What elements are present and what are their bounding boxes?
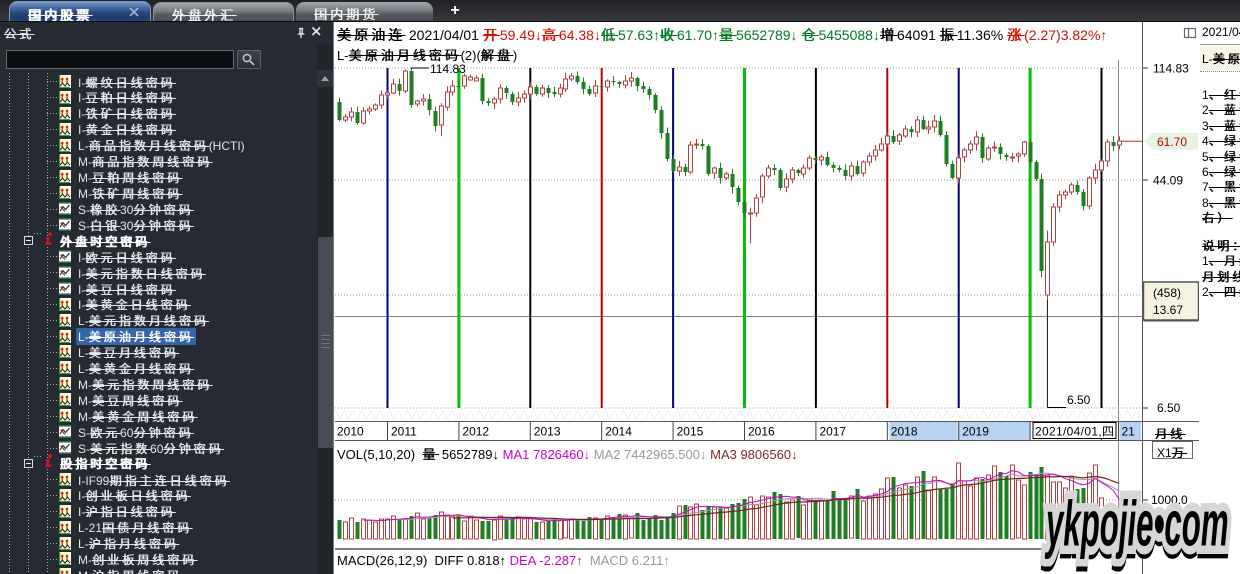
- svg-text:2019: 2019: [962, 425, 989, 439]
- svg-text:2016: 2016: [748, 425, 775, 439]
- svg-text:2013: 2013: [534, 425, 561, 439]
- svg-text:2012: 2012: [462, 425, 489, 439]
- svg-text:1000.0: 1000.0: [1151, 493, 1188, 507]
- svg-text:2014: 2014: [605, 425, 632, 439]
- svg-text:2018: 2018: [891, 425, 918, 439]
- svg-text:13.67: 13.67: [1153, 303, 1183, 317]
- svg-text:2010: 2010: [337, 425, 364, 439]
- svg-text:6.50: 6.50: [1067, 393, 1091, 407]
- svg-text:114.83: 114.83: [430, 62, 466, 76]
- svg-text:61.70: 61.70: [1157, 135, 1187, 149]
- svg-text:2021/04/01,四: 2021/04/01,四: [1035, 425, 1114, 439]
- svg-text:21: 21: [1122, 425, 1136, 439]
- svg-text:2015: 2015: [677, 425, 704, 439]
- svg-text:2011: 2011: [391, 425, 417, 439]
- svg-text:(458): (458): [1153, 286, 1181, 300]
- svg-text:114.83: 114.83: [1153, 62, 1189, 76]
- svg-text:2017: 2017: [819, 425, 846, 439]
- svg-text:6.50: 6.50: [1157, 401, 1181, 415]
- svg-text:44.09: 44.09: [1153, 174, 1183, 188]
